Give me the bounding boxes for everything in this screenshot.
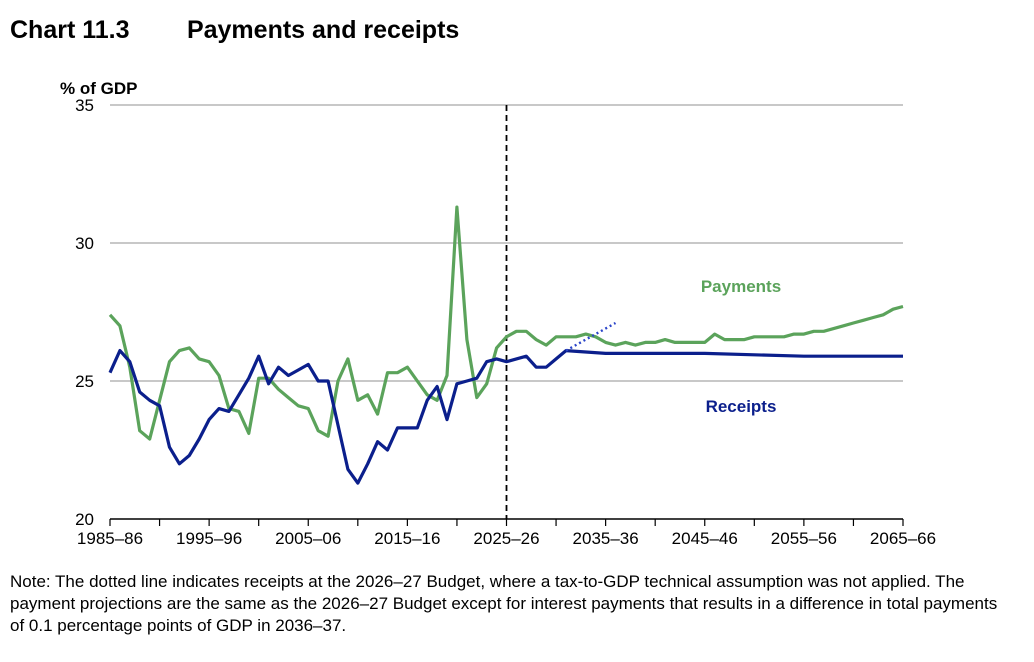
y-tick-label-35: 35: [75, 96, 94, 115]
chart-header: Chart 11.3 Payments and receipts: [10, 16, 459, 45]
x-tick-label-1985: 1985–86: [77, 529, 143, 548]
x-tick-label-1995: 1995–96: [176, 529, 242, 548]
x-tick-label-2045: 2045–46: [672, 529, 738, 548]
payments-series-label: Payments: [701, 277, 781, 296]
x-tick-label-2015: 2015–16: [374, 529, 440, 548]
receipts-line: [108, 349, 903, 485]
chart-title: Payments and receipts: [186, 16, 460, 44]
line-chart: 20 25 30 35% of GDP 1985–86 1995–96 2005–06 201…: [60, 79, 936, 548]
x-tick-label-2055: 2055–56: [771, 529, 837, 548]
receipts-series-label: Receipts: [706, 397, 777, 416]
x-tick-label-2005: 2005–06: [275, 529, 341, 548]
y-tick-label-25: 25: [75, 372, 94, 391]
y-tick-label-30: 30: [75, 234, 94, 253]
y-axis-label: % of GDP: [60, 79, 137, 98]
x-tick-label-2025: 2025–26: [473, 529, 539, 548]
chart-number: Chart 11.3: [10, 16, 130, 44]
y-tick-label-20: 20: [75, 510, 94, 529]
payments-line: [108, 205, 904, 441]
chart-note: Note: The dotted line indicates receipts…: [10, 572, 998, 635]
x-tick-label-2065: 2065–66: [870, 529, 936, 548]
x-tick-label-2035: 2035–36: [573, 529, 639, 548]
